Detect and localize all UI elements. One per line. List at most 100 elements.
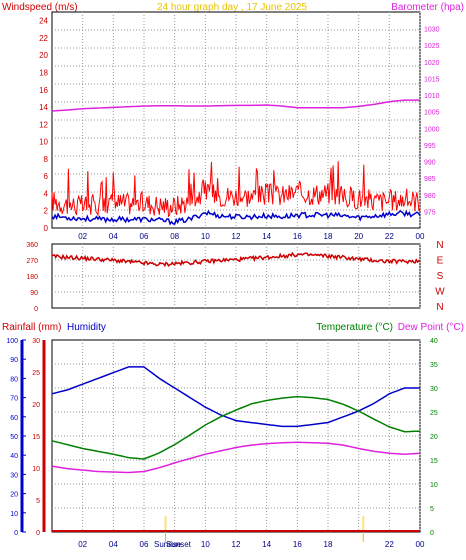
x-tick-label: 18	[324, 232, 333, 241]
y2-tick-label: 1005	[424, 110, 440, 117]
humidity-tick-label: 20	[10, 492, 18, 499]
temperature-tick-label: 40	[430, 338, 438, 345]
dew-point-axis-title: Dew Point (°C)	[398, 322, 464, 333]
compass-label: E	[437, 256, 444, 267]
x-tick-label: 02	[78, 540, 87, 549]
y2-tick-label: 1025	[424, 43, 440, 50]
rainfall-tick-label: 30	[32, 338, 40, 345]
y-tick-label: 90	[30, 290, 38, 297]
x-tick-label: 06	[140, 232, 149, 241]
x-tick-label: 04	[109, 232, 118, 241]
dew-point-line	[51, 441, 421, 474]
y-tick-label: 16	[39, 86, 48, 95]
x-tick-label: 22	[385, 232, 394, 241]
humidity-tick-label: 100	[6, 338, 18, 345]
humidity-tick-label: 0	[14, 530, 18, 537]
chart-panels	[20, 11, 421, 533]
temperature-tick-label: 0	[430, 530, 434, 537]
x-tick-label: 00	[416, 232, 425, 241]
temperature-line	[51, 395, 421, 460]
y-tick-label: 8	[44, 155, 49, 164]
humidity-tick-label: 90	[10, 357, 18, 364]
temperature-tick-label: 30	[430, 386, 438, 393]
temperature-tick-label: 10	[430, 482, 438, 489]
y-tick-label: 360	[26, 242, 38, 249]
humidity-tick-label: 30	[10, 472, 18, 479]
temperature-tick-label: 15	[430, 458, 438, 465]
sunrise-label: Sunrise	[154, 540, 182, 549]
rainfall-tick-label: 0	[36, 530, 40, 537]
chart-series	[51, 99, 421, 542]
humidity-tick-label: 10	[10, 511, 18, 518]
humidity-tick-label: 70	[10, 396, 18, 403]
x-tick-label: 12	[232, 232, 241, 241]
barometer-axis-title: Barometer (hpa)	[391, 2, 464, 13]
x-tick-label: 14	[262, 540, 271, 549]
compass-label: W	[435, 287, 445, 298]
y-tick-label: 6	[44, 172, 49, 181]
y2-tick-label: 990	[424, 160, 436, 167]
rainfall-axis-title: Rainfall (mm)	[2, 322, 61, 333]
x-tick-label: 08	[170, 232, 179, 241]
wind-gust-line	[51, 161, 421, 218]
rainfall-tick-label: 25	[32, 370, 40, 377]
compass-label: N	[436, 302, 443, 313]
y-tick-label: 20	[39, 51, 48, 60]
rainfall-tick-label: 15	[32, 434, 40, 441]
x-tick-label: 10	[201, 540, 210, 549]
y2-tick-label: 985	[424, 176, 436, 183]
temperature-axis-title: Temperature (°C)	[316, 322, 393, 333]
y2-tick-label: 1015	[424, 76, 440, 83]
y-tick-label: 14	[39, 103, 48, 112]
temperature-tick-label: 35	[430, 362, 438, 369]
rainfall-tick-label: 10	[32, 466, 40, 473]
x-tick-label: 04	[109, 540, 118, 549]
y2-tick-label: 975	[424, 209, 436, 216]
rainfall-tick-label: 20	[32, 402, 40, 409]
barometer-line	[51, 99, 420, 112]
y-tick-label: 10	[39, 138, 48, 147]
x-tick-label: 14	[262, 232, 271, 241]
compass-label: N	[436, 240, 443, 251]
y-tick-label: 0	[44, 224, 49, 233]
sunset-label: Sunset	[166, 540, 192, 549]
wind-direction-line	[51, 251, 421, 268]
x-tick-label: 16	[293, 232, 302, 241]
x-tick-label: 06	[140, 540, 149, 549]
x-tick-label: 22	[385, 540, 394, 549]
chart-tick-labels: 0246810121416182022249759809859909951000…	[6, 17, 445, 549]
y-tick-label: 270	[26, 258, 38, 265]
y-tick-label: 22	[39, 34, 48, 43]
graph-title: 24 hour graph day , 17 June 2025	[157, 2, 308, 13]
temperature-tick-label: 25	[430, 410, 438, 417]
x-tick-label: 16	[293, 540, 302, 549]
y2-tick-label: 1020	[424, 60, 440, 67]
rainfall-tick-label: 5	[36, 498, 40, 505]
humidity-axis-title: Humidity	[67, 322, 106, 333]
humidity-tick-label: 60	[10, 415, 18, 422]
compass-label: S	[437, 271, 444, 282]
windspeed-axis-title: Windspeed (m/s)	[2, 2, 78, 13]
y-tick-label: 12	[39, 120, 48, 129]
humidity-tick-label: 50	[10, 434, 18, 441]
y2-tick-label: 995	[424, 143, 436, 150]
x-tick-label: 12	[232, 540, 241, 549]
temperature-tick-label: 5	[430, 506, 434, 513]
y-tick-label: 180	[26, 274, 38, 281]
x-tick-label: 18	[324, 540, 333, 549]
humidity-tick-label: 40	[10, 453, 18, 460]
humidity-tick-label: 80	[10, 376, 18, 383]
wind-average-line	[51, 209, 421, 226]
y2-tick-label: 1000	[424, 126, 440, 133]
y-tick-label: 0	[34, 306, 38, 313]
x-tick-label: 00	[416, 540, 425, 549]
x-tick-label: 20	[354, 232, 363, 241]
y2-tick-label: 980	[424, 193, 436, 200]
y-tick-label: 18	[39, 68, 48, 77]
y-tick-label: 4	[44, 189, 49, 198]
y2-tick-label: 1010	[424, 93, 440, 100]
x-tick-label: 02	[78, 232, 87, 241]
temperature-tick-label: 20	[430, 434, 438, 441]
